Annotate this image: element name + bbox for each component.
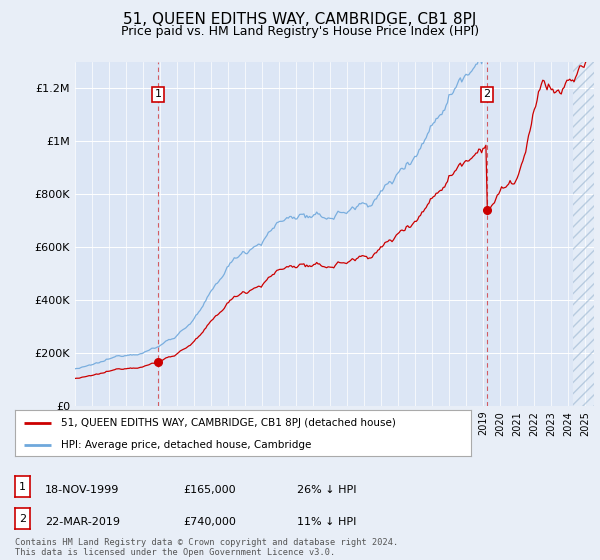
Text: £165,000: £165,000 (183, 485, 236, 495)
Text: 26% ↓ HPI: 26% ↓ HPI (297, 485, 356, 495)
Text: £740,000: £740,000 (183, 517, 236, 527)
Text: 51, QUEEN EDITHS WAY, CAMBRIDGE, CB1 8PJ: 51, QUEEN EDITHS WAY, CAMBRIDGE, CB1 8PJ (124, 12, 476, 27)
Text: 2: 2 (19, 514, 26, 524)
Text: 2: 2 (484, 89, 491, 99)
Text: 1: 1 (19, 482, 26, 492)
Text: 18-NOV-1999: 18-NOV-1999 (45, 485, 119, 495)
Text: 11% ↓ HPI: 11% ↓ HPI (297, 517, 356, 527)
Text: 22-MAR-2019: 22-MAR-2019 (45, 517, 120, 527)
Text: 1: 1 (155, 89, 161, 99)
Text: HPI: Average price, detached house, Cambridge: HPI: Average price, detached house, Camb… (61, 440, 311, 450)
Text: Price paid vs. HM Land Registry's House Price Index (HPI): Price paid vs. HM Land Registry's House … (121, 25, 479, 38)
Bar (573, 62, 594, 406)
Bar (573, 62, 594, 406)
Text: 51, QUEEN EDITHS WAY, CAMBRIDGE, CB1 8PJ (detached house): 51, QUEEN EDITHS WAY, CAMBRIDGE, CB1 8PJ… (61, 418, 395, 428)
Text: Contains HM Land Registry data © Crown copyright and database right 2024.
This d: Contains HM Land Registry data © Crown c… (15, 538, 398, 557)
